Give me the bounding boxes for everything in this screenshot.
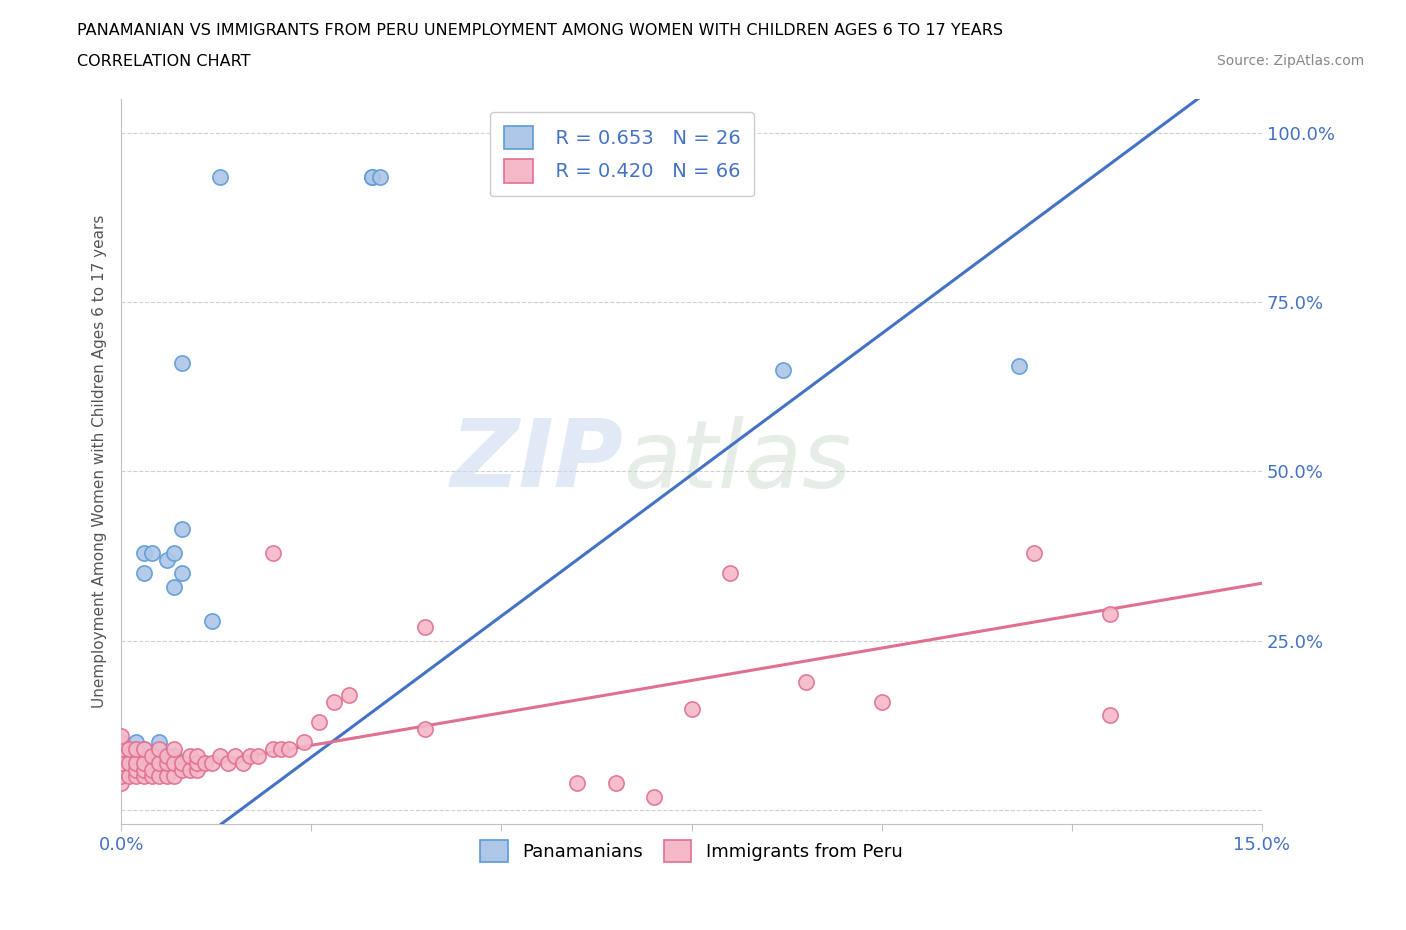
Point (132, 749, 155, 764)
Point (224, 749, 246, 764)
Point (170, 565, 193, 580)
Point (217, 755, 239, 770)
Point (141, 749, 163, 764)
Point (110, 742, 132, 757)
Point (132, 763, 155, 777)
Point (170, 522, 193, 537)
Point (148, 769, 170, 784)
Point (201, 755, 224, 770)
Point (247, 749, 270, 764)
Point (110, 776, 132, 790)
Point (415, 620, 437, 635)
Point (186, 755, 208, 770)
Point (141, 763, 163, 777)
Point (118, 769, 141, 784)
Point (156, 755, 179, 770)
Text: CORRELATION CHART: CORRELATION CHART (77, 54, 250, 69)
Point (125, 735, 148, 750)
Point (132, 769, 155, 784)
Point (125, 763, 148, 777)
Point (110, 728, 132, 743)
Point (132, 742, 155, 757)
Point (308, 715, 330, 730)
Point (132, 545, 155, 560)
Point (1098, 708, 1121, 723)
Point (163, 755, 186, 770)
Point (605, 776, 627, 790)
Point (361, 169, 384, 184)
Point (125, 763, 148, 777)
Point (794, 674, 817, 689)
Point (337, 687, 360, 702)
Point (870, 695, 893, 710)
Point (132, 755, 155, 770)
Text: atlas: atlas (623, 416, 852, 507)
Point (209, 749, 232, 764)
Point (110, 755, 132, 770)
Point (1022, 545, 1045, 560)
Point (163, 579, 186, 594)
Point (148, 742, 170, 757)
Point (186, 749, 208, 764)
Point (201, 613, 224, 628)
Point (179, 749, 201, 764)
Point (110, 769, 132, 784)
Point (125, 749, 148, 764)
Point (125, 742, 148, 757)
Point (772, 363, 794, 378)
Point (681, 701, 703, 716)
Point (156, 552, 179, 567)
Point (156, 769, 179, 784)
Text: Source: ZipAtlas.com: Source: ZipAtlas.com (1216, 54, 1364, 68)
Point (110, 749, 132, 764)
Point (170, 763, 193, 777)
Point (718, 565, 741, 580)
Point (194, 755, 217, 770)
Point (163, 545, 186, 560)
Point (141, 769, 163, 784)
Text: ZIP: ZIP (450, 416, 623, 507)
Point (270, 742, 292, 757)
Point (125, 769, 148, 784)
Point (125, 755, 148, 770)
Point (232, 755, 254, 770)
Point (163, 742, 186, 757)
Point (292, 735, 315, 750)
Point (132, 742, 155, 757)
Y-axis label: Unemployment Among Women with Children Ages 6 to 17 years: Unemployment Among Women with Children A… (93, 215, 107, 708)
Point (239, 749, 262, 764)
Point (323, 695, 346, 710)
Point (118, 755, 141, 770)
Point (186, 763, 208, 777)
Point (148, 755, 170, 770)
Point (110, 735, 132, 750)
Point (1007, 359, 1029, 374)
Point (179, 763, 201, 777)
Point (156, 749, 179, 764)
Point (262, 742, 284, 757)
Point (163, 769, 186, 784)
Point (163, 749, 186, 764)
Point (118, 742, 141, 757)
Point (262, 545, 284, 560)
Point (148, 735, 170, 750)
Point (415, 722, 437, 737)
Point (361, 169, 384, 184)
Point (110, 763, 132, 777)
Point (643, 790, 665, 804)
Point (125, 755, 148, 770)
Point (156, 749, 179, 764)
Point (141, 545, 163, 560)
Point (368, 169, 391, 184)
Point (567, 776, 589, 790)
Legend: Panamanians, Immigrants from Peru: Panamanians, Immigrants from Peru (474, 832, 910, 870)
Point (277, 742, 299, 757)
Point (1098, 606, 1121, 621)
Point (125, 742, 148, 757)
Point (170, 755, 193, 770)
Point (132, 565, 155, 580)
Point (170, 355, 193, 370)
Text: PANAMANIAN VS IMMIGRANTS FROM PERU UNEMPLOYMENT AMONG WOMEN WITH CHILDREN AGES 6: PANAMANIAN VS IMMIGRANTS FROM PERU UNEMP… (77, 23, 1004, 38)
Point (209, 169, 232, 184)
